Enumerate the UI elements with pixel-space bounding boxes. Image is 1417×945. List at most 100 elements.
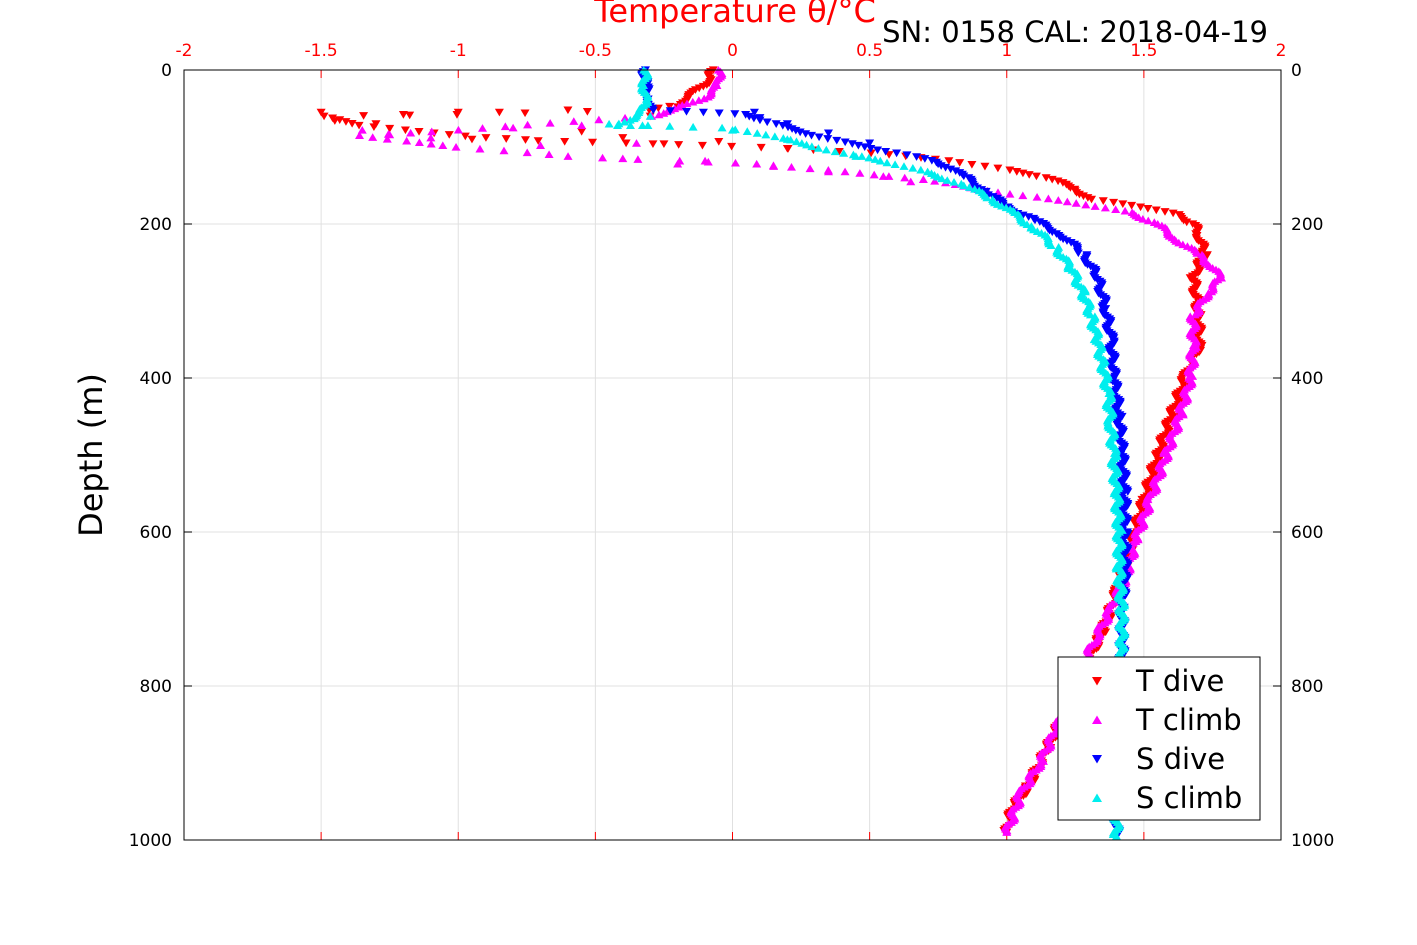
y-tick-label-left: 600 <box>140 523 172 543</box>
data-point <box>598 153 608 162</box>
data-point <box>654 110 664 119</box>
data-point <box>648 106 658 115</box>
y-tick-label-right: 0 <box>1291 61 1302 81</box>
data-point <box>1002 828 1012 836</box>
data-point <box>499 146 509 155</box>
data-point <box>1062 197 1072 206</box>
data-point <box>355 131 365 140</box>
data-point <box>1160 208 1170 216</box>
data-point <box>385 124 395 133</box>
data-point <box>730 110 740 118</box>
data-point <box>316 108 326 117</box>
data-point <box>354 121 364 130</box>
data-point <box>460 132 470 141</box>
data-point <box>742 127 752 135</box>
data-point <box>426 133 436 142</box>
data-point <box>918 175 928 183</box>
data-point <box>625 116 635 124</box>
x-tick-label: 0 <box>727 41 738 61</box>
data-point <box>823 129 833 138</box>
data-point <box>648 140 658 148</box>
y-tick-label-left: 1000 <box>129 831 172 851</box>
data-point <box>823 167 833 176</box>
data-point <box>1071 199 1081 207</box>
data-point <box>805 164 815 173</box>
data-point <box>813 144 823 152</box>
data-point <box>791 137 801 146</box>
data-point <box>1053 196 1063 204</box>
data-point <box>618 154 628 163</box>
data-point <box>700 156 710 165</box>
data-point <box>782 120 792 128</box>
data-point <box>453 108 463 117</box>
data-point <box>613 121 623 130</box>
plot-frame <box>183 69 1282 841</box>
data-point <box>1138 215 1148 223</box>
data-point <box>494 108 504 117</box>
data-point <box>1031 172 1041 181</box>
data-point <box>698 108 708 117</box>
data-point <box>1118 200 1128 209</box>
data-point <box>1143 205 1153 213</box>
data-point <box>1032 193 1042 201</box>
data-point <box>682 99 692 108</box>
data-point <box>912 153 922 161</box>
data-point <box>727 142 737 151</box>
data-point <box>959 181 969 190</box>
data-point <box>1046 241 1056 249</box>
data-point <box>908 163 918 172</box>
data-point <box>688 122 698 131</box>
data-point <box>643 121 653 130</box>
data-point <box>501 135 511 143</box>
data-point <box>569 117 579 125</box>
data-point <box>427 127 437 136</box>
data-point <box>632 139 642 147</box>
data-point <box>881 148 891 156</box>
x-axis-title: Temperature θ/°C <box>593 0 876 30</box>
data-point <box>545 118 555 127</box>
data-point <box>563 106 573 115</box>
data-point <box>620 113 630 122</box>
data-point <box>807 142 817 151</box>
data-point <box>1090 202 1100 210</box>
data-point <box>582 107 592 116</box>
data-point <box>937 174 947 183</box>
series-s-climb <box>604 65 1130 840</box>
data-point <box>1120 206 1130 215</box>
data-point <box>1018 191 1028 200</box>
data-point <box>839 149 849 157</box>
data-point <box>762 118 772 127</box>
data-point <box>560 138 570 146</box>
data-point <box>955 159 965 167</box>
legend-marker <box>1092 755 1102 764</box>
data-point <box>814 133 824 142</box>
data-point <box>500 122 510 131</box>
data-point <box>444 131 454 139</box>
data-point <box>899 162 909 170</box>
data-point <box>1190 310 1200 319</box>
data-point <box>1111 564 1121 573</box>
data-point <box>1192 249 1202 257</box>
data-point <box>1111 832 1121 840</box>
data-point <box>577 121 587 130</box>
x-tick-label: -1.5 <box>305 41 338 61</box>
data-point <box>1151 206 1161 215</box>
data-point <box>830 147 840 156</box>
data-point <box>533 137 543 145</box>
data-point <box>730 158 740 167</box>
y-tick-label-right: 800 <box>1291 677 1323 697</box>
data-point <box>1081 200 1091 209</box>
data-point <box>949 177 959 186</box>
data-point <box>406 128 416 137</box>
data-point <box>864 153 874 162</box>
x-tick-label: 1 <box>1001 41 1012 61</box>
data-point <box>645 112 655 120</box>
legend: T dive T climb S dive S climb <box>1057 656 1261 821</box>
data-point <box>665 107 675 115</box>
data-point <box>782 135 792 143</box>
data-point <box>330 117 340 125</box>
data-point <box>851 152 861 160</box>
data-point <box>892 149 902 158</box>
y-axis-title: Depth (m) <box>72 373 110 537</box>
